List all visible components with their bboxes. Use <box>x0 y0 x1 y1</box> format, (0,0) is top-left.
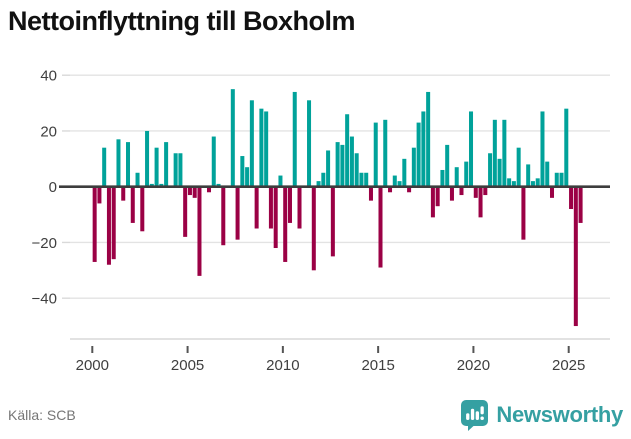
brand-name: Newsworthy <box>496 402 623 427</box>
newsworthy-logo[interactable]: Newsworthy <box>460 399 623 431</box>
svg-text:2020: 2020 <box>457 357 490 374</box>
newsworthy-badge-icon <box>461 400 489 431</box>
svg-text:2015: 2015 <box>361 357 394 374</box>
svg-text:2010: 2010 <box>266 357 299 374</box>
bars-group <box>92 89 583 327</box>
svg-text:40: 40 <box>40 68 57 85</box>
svg-text:20: 20 <box>40 123 57 140</box>
svg-text:2000: 2000 <box>76 357 109 374</box>
svg-text:0: 0 <box>49 179 57 196</box>
x-axis: 2000 2005 2010 2015 2020 2025 <box>76 346 585 374</box>
bar-chart: 40 20 0 −20 −40 2000 2005 2010 2015 2020 2025 <box>32 68 610 374</box>
svg-text:−40: −40 <box>32 291 57 308</box>
svg-text:−20: −20 <box>32 235 57 252</box>
y-axis: 40 20 0 −20 −40 <box>32 68 70 308</box>
chart-title: Nettoinflyttning till Boxholm <box>8 6 355 36</box>
gridlines <box>70 74 610 340</box>
chart-footer: Källa: SCB Newsworthy <box>0 395 631 435</box>
svg-text:2005: 2005 <box>171 357 204 374</box>
svg-text:2025: 2025 <box>552 357 585 374</box>
source-label: Källa: SCB <box>8 407 76 423</box>
